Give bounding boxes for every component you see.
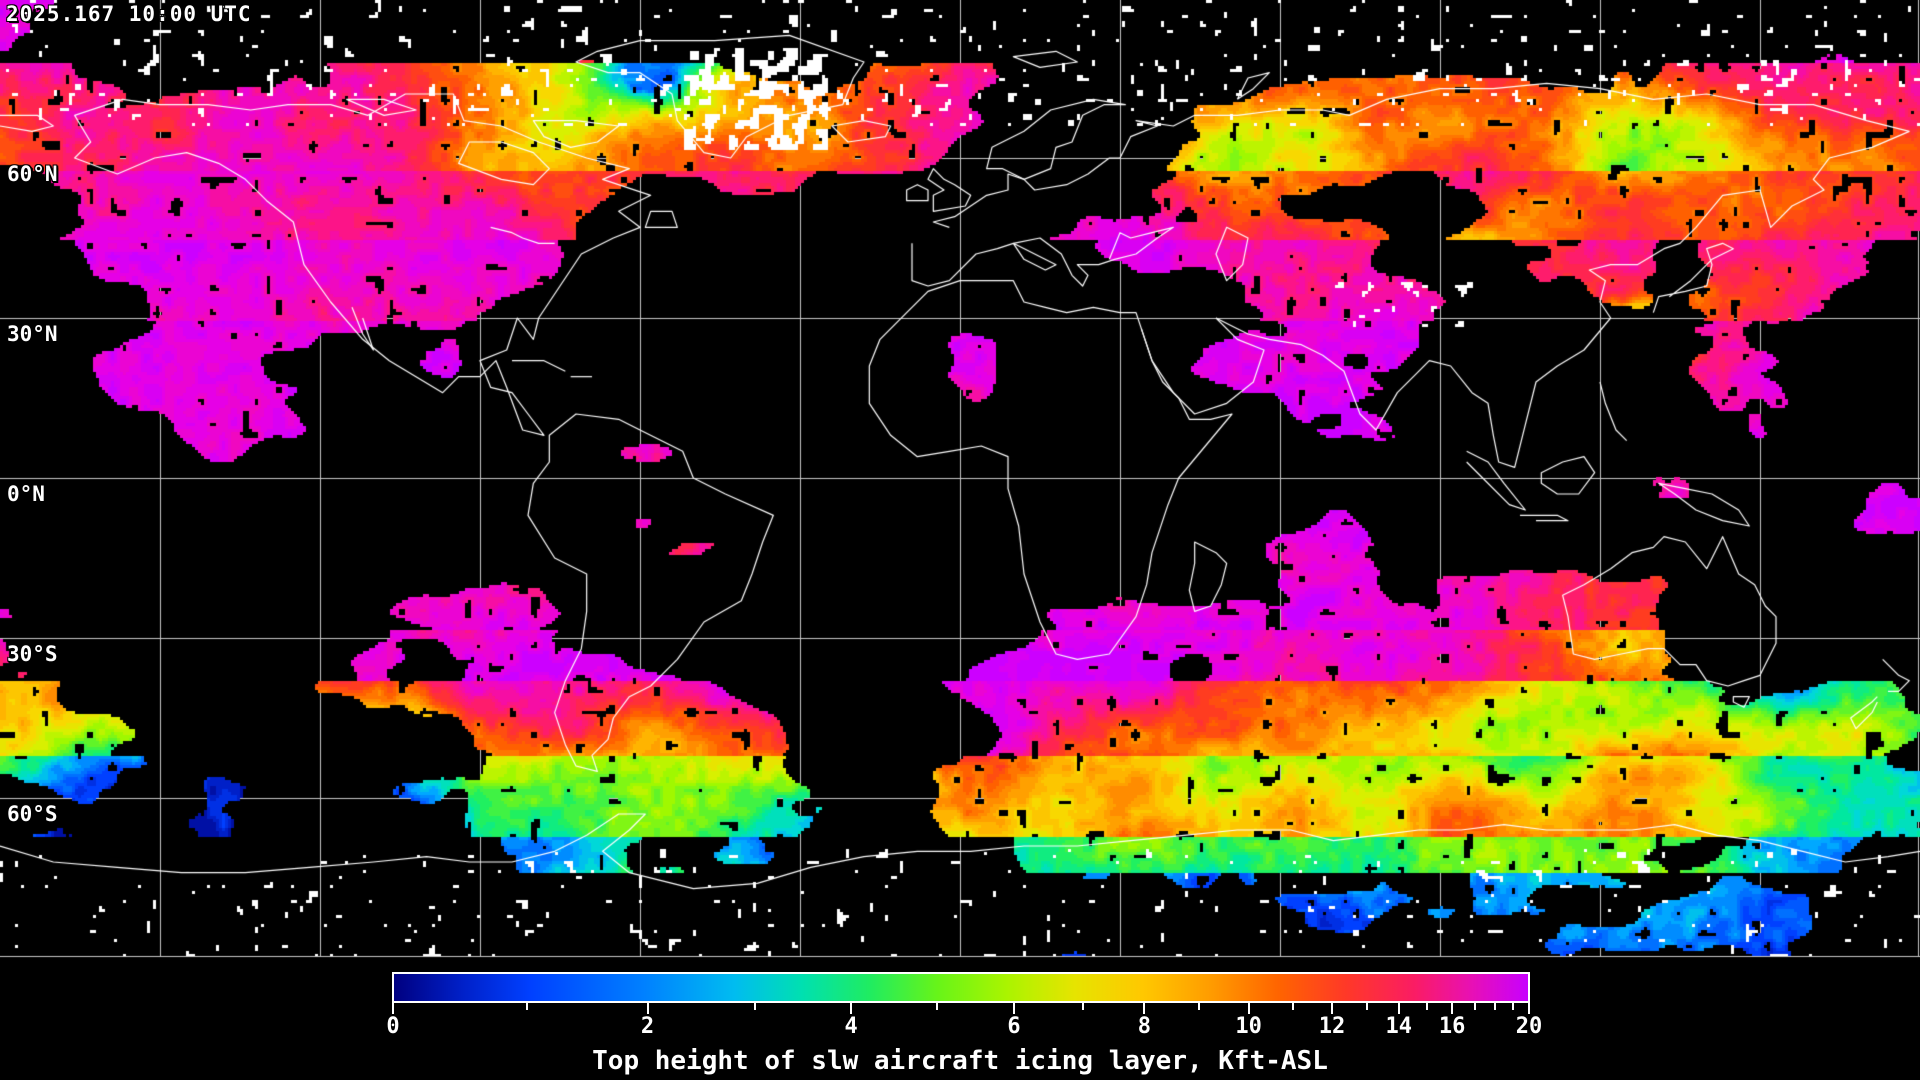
latitude-label: 0°N	[7, 482, 45, 506]
colorbar-tick-minor	[1198, 1003, 1201, 1010]
latitude-label: 60°S	[7, 802, 58, 826]
colorbar-tick-label: 20	[1515, 1014, 1543, 1039]
colorbar-tick-major	[646, 1003, 649, 1014]
colorbar-tick-minor	[526, 1003, 529, 1010]
colorbar-tick-label: 16	[1438, 1014, 1466, 1039]
colorbar-tick-label: 8	[1137, 1014, 1151, 1039]
colorbar-tick-minor	[1291, 1003, 1294, 1010]
colorbar-tick-label: 14	[1385, 1014, 1413, 1039]
colorbar-tick-major	[1013, 1003, 1016, 1014]
colorbar-title: Top height of slw aircraft icing layer, …	[592, 1046, 1328, 1076]
colorbar-tick-minor	[1511, 1003, 1514, 1010]
colorbar-tick-major	[1247, 1003, 1250, 1014]
colorbar-tick-major	[392, 1003, 394, 1014]
colorbar-tick-label: 10	[1235, 1014, 1262, 1039]
colorbar-tick-major	[1397, 1003, 1400, 1014]
latitude-label: 30°S	[7, 642, 58, 666]
colorbar-tick-label: 6	[1007, 1014, 1021, 1039]
colorbar-tick-minor	[1081, 1003, 1084, 1010]
global-icing-map	[0, 0, 1920, 960]
colorbar-tick-minor	[754, 1003, 757, 1010]
colorbar-tick-minor	[1366, 1003, 1369, 1010]
colorbar-tick-label: 2	[640, 1014, 655, 1039]
colorbar-tick-label: 12	[1318, 1014, 1346, 1039]
timestamp-label: 2025.167 10:00 UTC	[6, 2, 252, 26]
colorbar-tick-major	[1528, 1003, 1530, 1014]
colorbar-tick-minor	[936, 1003, 939, 1010]
colorbar-tick-label: 4	[844, 1014, 858, 1039]
colorbar-tick-major	[1331, 1003, 1334, 1014]
colorbar-tick-minor	[1473, 1003, 1476, 1010]
colorbar-tick-major	[1451, 1003, 1454, 1014]
colorbar-tick-major	[850, 1003, 853, 1014]
latitude-label: 60°N	[7, 162, 58, 186]
latitude-label: 30°N	[7, 322, 58, 346]
colorbar-tick-minor	[1425, 1003, 1428, 1010]
colorbar-gradient	[392, 972, 1530, 1003]
colorbar-tick-major	[1143, 1003, 1146, 1014]
colorbar-tick-minor	[1493, 1003, 1496, 1010]
colorbar-tick-label: 0	[386, 1014, 400, 1039]
